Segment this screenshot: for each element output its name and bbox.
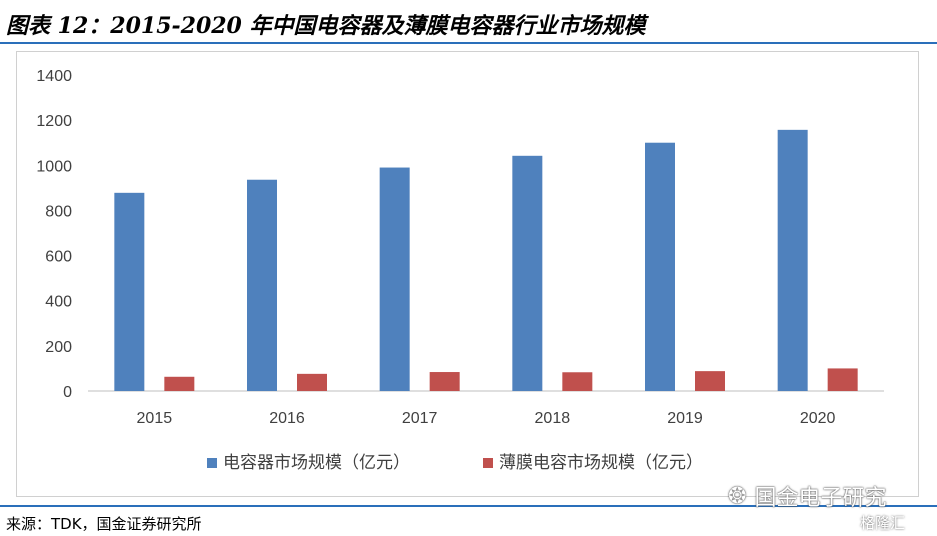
watermark-stamp: 格隆汇 <box>860 514 906 532</box>
y-tick-label: 0 <box>63 384 72 401</box>
y-tick-label: 200 <box>45 339 72 356</box>
source-note: 来源：TDK，国金证券研究所 <box>6 515 202 533</box>
y-tick-label: 400 <box>45 294 72 311</box>
y-tick-label: 1200 <box>36 113 72 130</box>
legend-swatch-film-capacitor <box>483 458 493 468</box>
chart-frame <box>16 51 919 497</box>
y-tick-label: 1400 <box>36 68 72 85</box>
bar-capacitor <box>247 179 277 391</box>
legend-label-film-capacitor: 薄膜电容市场规模（亿元） <box>499 453 703 473</box>
x-tick-label: 2015 <box>137 410 173 427</box>
x-tick-label: 2019 <box>667 410 703 427</box>
y-tick-label: 1000 <box>36 158 72 175</box>
bar-capacitor <box>379 167 410 391</box>
footer-divider <box>0 505 937 507</box>
legend-swatch-capacitor <box>207 458 217 468</box>
watermark-account: 国金电子研究 <box>754 486 887 511</box>
title-divider <box>0 42 937 44</box>
bar-capacitor <box>777 129 808 391</box>
page-title: 图表 12：2015-2020 年中国电容器及薄膜电容器行业市场规模 <box>6 13 646 39</box>
watermark: ❂ 国金电子研究 <box>728 480 886 512</box>
bar-film-capacitor <box>562 372 593 391</box>
bar-capacitor <box>512 155 543 391</box>
bar-film-capacitor <box>429 372 460 391</box>
bar-film-capacitor <box>297 373 327 391</box>
y-tick-label: 600 <box>45 249 72 266</box>
x-tick-label: 2017 <box>402 410 438 427</box>
legend-label-capacitor: 电容器市场规模（亿元） <box>223 453 410 473</box>
x-tick-label: 2018 <box>535 410 571 427</box>
y-tick-label: 800 <box>45 203 72 220</box>
wechat-icon: ❂ <box>728 483 747 509</box>
bar-film-capacitor <box>827 368 858 391</box>
bar-chart: 0 200 400 600 800 1000 1200 1400 2015 2016 2017 201… <box>36 68 884 473</box>
bar-film-capacitor <box>164 376 195 391</box>
x-tick-label: 2020 <box>800 410 836 427</box>
x-tick-label: 2016 <box>269 410 305 427</box>
bar-capacitor <box>645 142 675 391</box>
bar-capacitor <box>114 192 145 391</box>
bar-film-capacitor <box>695 371 725 391</box>
